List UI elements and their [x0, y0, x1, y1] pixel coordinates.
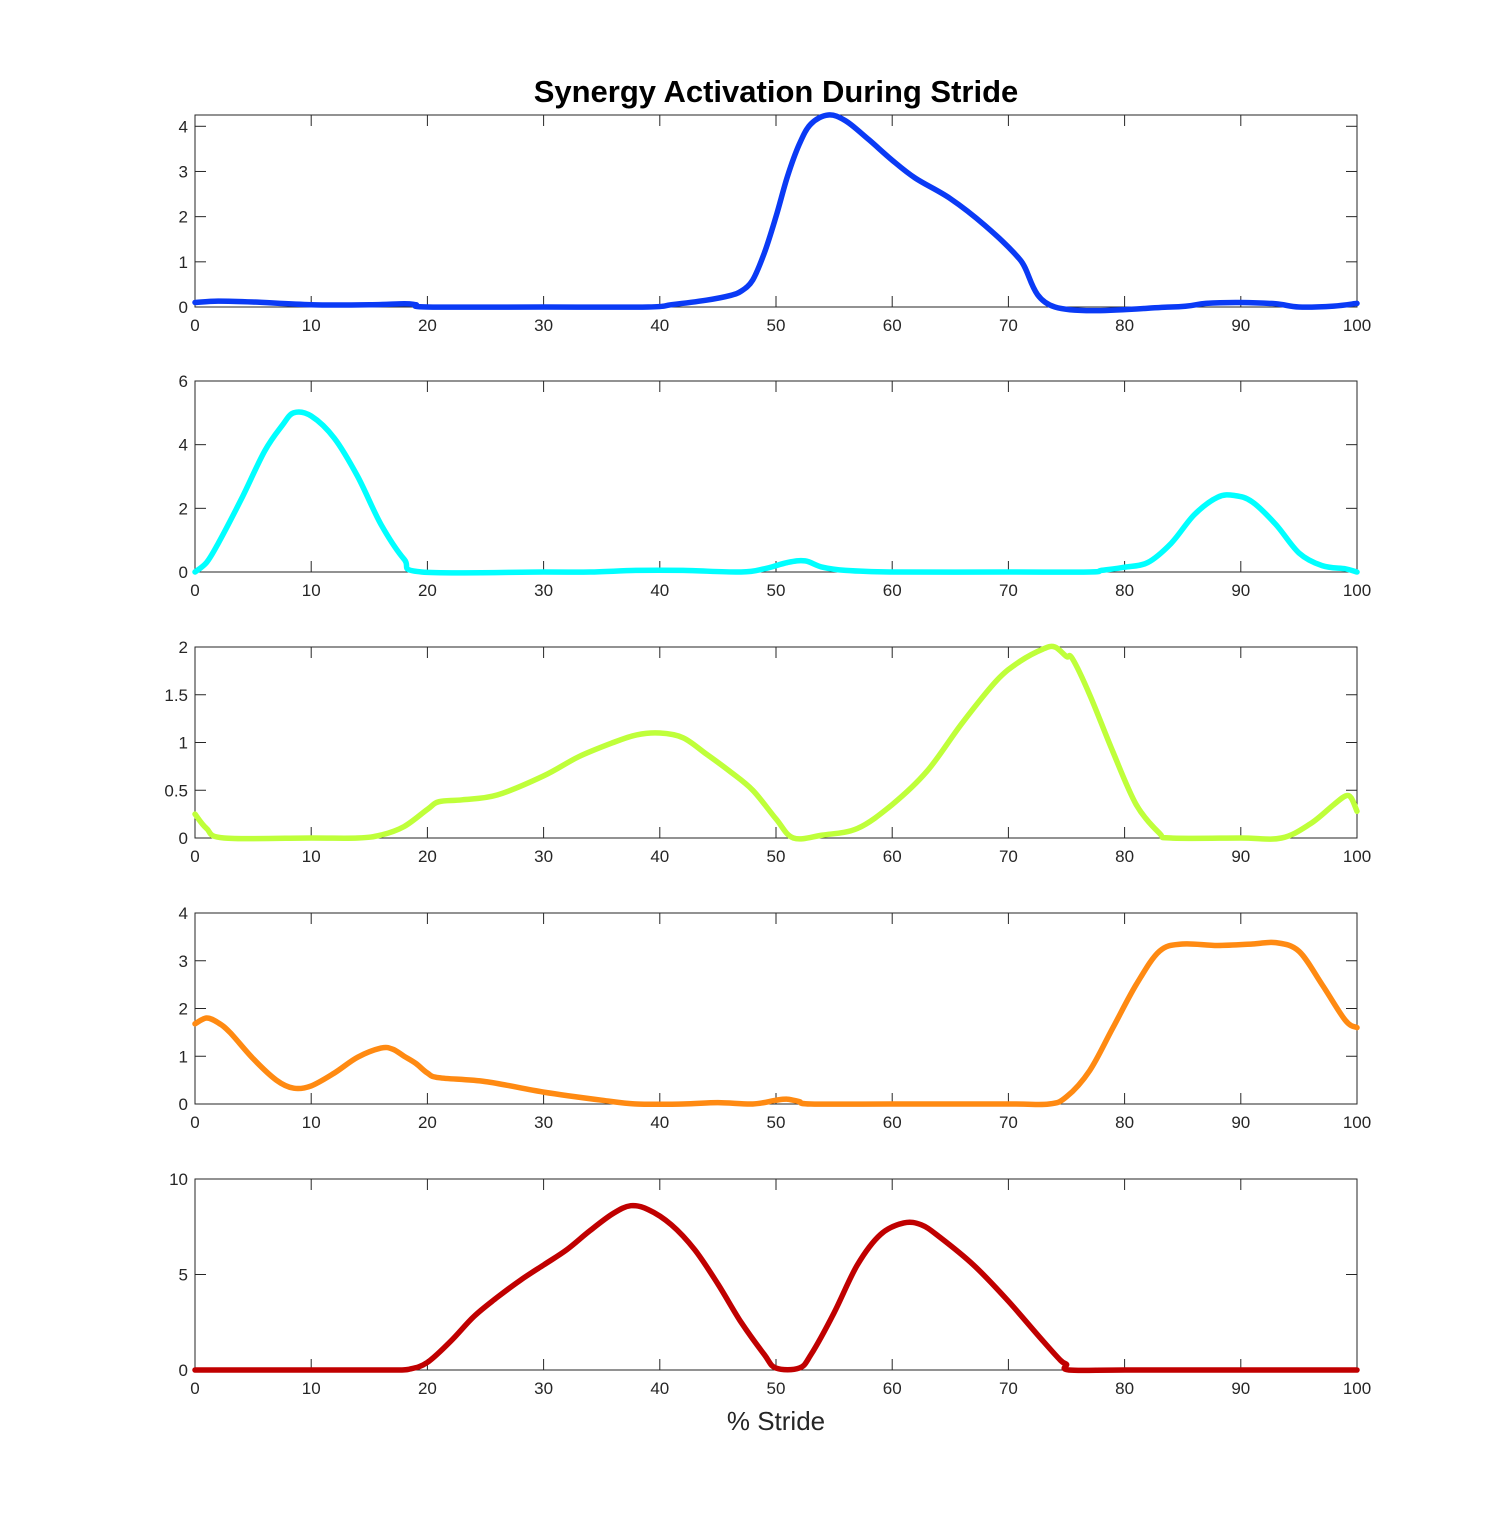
x-tick-label: 10	[302, 847, 321, 866]
y-tick-label: 0.5	[164, 781, 188, 800]
y-tick-label: 6	[179, 372, 188, 391]
x-tick-label: 10	[302, 581, 321, 600]
x-tick-label: 80	[1115, 581, 1134, 600]
y-tick-label: 0	[179, 829, 188, 848]
y-tick-label: 1	[179, 253, 188, 272]
panel-2: 0 10 20 30 40 50 60 70 80 90 100 0 2 4 6	[179, 372, 1372, 600]
x-tick-label: 60	[883, 1113, 902, 1132]
x-tick-label: 10	[302, 316, 321, 335]
x-tick-label: 20	[418, 1113, 437, 1132]
x-tick-label: 100	[1343, 847, 1371, 866]
y-tick-label: 5	[179, 1266, 188, 1285]
x-tick-label: 0	[190, 1113, 199, 1132]
x-axis-label: % Stride	[727, 1406, 825, 1436]
y-tick-label: 2	[179, 499, 188, 518]
x-tick-label: 40	[650, 847, 669, 866]
x-tick-label: 50	[767, 316, 786, 335]
y-tick-label: 1	[179, 1047, 188, 1066]
x-tick-label: 0	[190, 847, 199, 866]
x-tick-label: 90	[1231, 316, 1250, 335]
x-tick-label: 80	[1115, 847, 1134, 866]
x-tick-label: 30	[534, 1113, 553, 1132]
x-tick-label: 100	[1343, 581, 1371, 600]
y-tick-label: 2	[179, 638, 188, 657]
x-tick-label: 80	[1115, 1379, 1134, 1398]
x-tick-label: 20	[418, 847, 437, 866]
y-tick-label: 0	[179, 563, 188, 582]
x-tick-label: 90	[1231, 847, 1250, 866]
x-tick-label: 40	[650, 316, 669, 335]
x-tick-label: 90	[1231, 1379, 1250, 1398]
x-tick-label: 80	[1115, 1113, 1134, 1132]
x-tick-label: 20	[418, 316, 437, 335]
x-tick-label: 40	[650, 581, 669, 600]
synergy-1-line	[192, 112, 1360, 314]
y-tick-label: 2	[179, 208, 188, 227]
x-tick-label: 0	[190, 1379, 199, 1398]
x-tick-label: 40	[650, 1113, 669, 1132]
panel-3: 0 10 20 30 40 50 60 70 80 90 100 0 0.5 1 1.5 2	[164, 638, 1371, 866]
synergy-4-line	[192, 939, 1360, 1108]
x-tick-label: 100	[1343, 1113, 1371, 1132]
axes-box	[194, 646, 1358, 839]
y-tick-label: 1.5	[164, 686, 188, 705]
y-tick-label: 0	[179, 1361, 188, 1380]
x-tick-label: 100	[1343, 1379, 1371, 1398]
panel-4: 0 10 20 30 40 50 60 70 80 90 100 0 1 2 3 4	[179, 904, 1372, 1132]
y-tick-label: 10	[169, 1170, 188, 1189]
x-tick-label: 20	[418, 581, 437, 600]
x-tick-label: 70	[999, 316, 1018, 335]
x-tick-label: 70	[999, 1113, 1018, 1132]
x-tick-label: 40	[650, 1379, 669, 1398]
y-tick-label: 0	[179, 1095, 188, 1114]
x-tick-label: 80	[1115, 316, 1134, 335]
x-tick-label: 0	[190, 316, 199, 335]
x-tick-label: 50	[767, 1113, 786, 1132]
y-tick-label: 4	[179, 117, 188, 136]
x-tick-label: 60	[883, 316, 902, 335]
y-tick-label: 2	[179, 1000, 188, 1019]
panel-5: 0 10 20 30 40 50 60 70 80 90 100 0 5 10	[169, 1170, 1371, 1398]
panel-1: 0 10 20 30 40 50 60 70 80 90 100 0 1 2 3 4	[179, 112, 1371, 335]
y-tick-label: 4	[179, 904, 188, 923]
x-tick-label: 90	[1231, 1113, 1250, 1132]
y-tick-label: 1	[179, 734, 188, 753]
synergy-2-line	[192, 409, 1360, 576]
x-tick-label: 90	[1231, 581, 1250, 600]
x-tick-label: 10	[302, 1379, 321, 1398]
x-tick-label: 60	[883, 581, 902, 600]
x-tick-label: 10	[302, 1113, 321, 1132]
y-tick-label: 3	[179, 162, 188, 181]
x-tick-label: 50	[767, 1379, 786, 1398]
x-tick-label: 60	[883, 1379, 902, 1398]
x-tick-label: 70	[999, 1379, 1018, 1398]
x-tick-label: 0	[190, 581, 199, 600]
x-tick-label: 60	[883, 847, 902, 866]
x-tick-label: 30	[534, 847, 553, 866]
x-tick-label: 20	[418, 1379, 437, 1398]
y-tick-label: 4	[179, 436, 188, 455]
x-tick-label: 30	[534, 581, 553, 600]
x-tick-label: 100	[1343, 316, 1371, 335]
axes-box	[194, 1178, 1358, 1371]
x-tick-label: 30	[534, 316, 553, 335]
synergy-3-line	[192, 643, 1360, 842]
x-tick-label: 30	[534, 1379, 553, 1398]
synergy-5-line	[192, 1202, 1360, 1374]
x-tick-label: 50	[767, 847, 786, 866]
axes-box	[194, 380, 1358, 573]
y-tick-label: 3	[179, 952, 188, 971]
x-tick-label: 70	[999, 581, 1018, 600]
x-tick-label: 70	[999, 847, 1018, 866]
chart-title: Synergy Activation During Stride	[534, 74, 1019, 109]
x-tick-label: 50	[767, 581, 786, 600]
y-tick-label: 0	[179, 298, 188, 317]
